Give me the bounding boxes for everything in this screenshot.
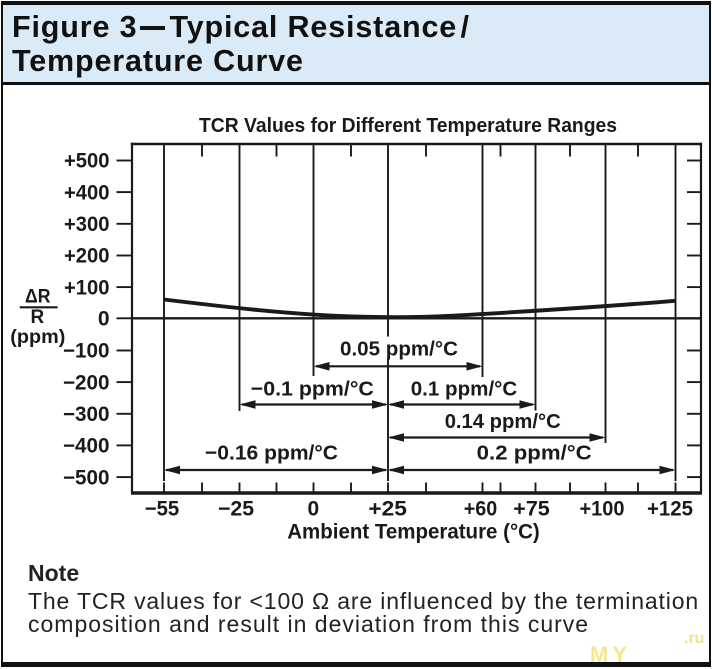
svg-text:−500: −500 xyxy=(63,466,110,489)
svg-text:ΔR: ΔR xyxy=(25,286,51,307)
svg-text:(ppm): (ppm) xyxy=(10,327,65,348)
svg-text:+100: +100 xyxy=(64,276,110,299)
svg-text:+75: +75 xyxy=(513,498,550,521)
svg-text:+500: +500 xyxy=(64,150,110,173)
svg-text:+125: +125 xyxy=(647,498,693,521)
svg-text:TCR Values for Different Tempe: TCR Values for Different Temperature Ran… xyxy=(199,115,617,137)
svg-text:R: R xyxy=(31,307,45,328)
svg-text:+100: +100 xyxy=(580,498,625,521)
svg-text:−200: −200 xyxy=(63,371,110,394)
svg-text:+200: +200 xyxy=(64,245,110,268)
svg-text:−0.1 ppm/°C: −0.1 ppm/°C xyxy=(251,377,374,400)
svg-text:0: 0 xyxy=(98,308,110,331)
svg-text:0.1 ppm/°C: 0.1 ppm/°C xyxy=(411,377,518,400)
svg-text:+25: +25 xyxy=(368,498,407,521)
svg-text:−400: −400 xyxy=(63,435,110,458)
svg-text:−0.16 ppm/°C: −0.16 ppm/°C xyxy=(205,441,338,464)
svg-text:0: 0 xyxy=(308,498,320,521)
svg-text:−100: −100 xyxy=(63,340,110,363)
svg-text:Ambient Temperature (°C): Ambient Temperature (°C) xyxy=(287,520,540,543)
svg-text:+300: +300 xyxy=(64,213,110,236)
svg-text:0.14 ppm/°C: 0.14 ppm/°C xyxy=(445,410,561,433)
svg-text:0.05 ppm/°C: 0.05 ppm/°C xyxy=(340,338,458,361)
svg-text:−25: −25 xyxy=(218,498,254,521)
svg-text:−300: −300 xyxy=(63,403,110,426)
svg-text:+60: +60 xyxy=(464,498,498,521)
svg-text:0.2 ppm/°C: 0.2 ppm/°C xyxy=(477,441,592,464)
svg-text:−55: −55 xyxy=(145,498,180,521)
svg-text:+400: +400 xyxy=(64,181,110,204)
